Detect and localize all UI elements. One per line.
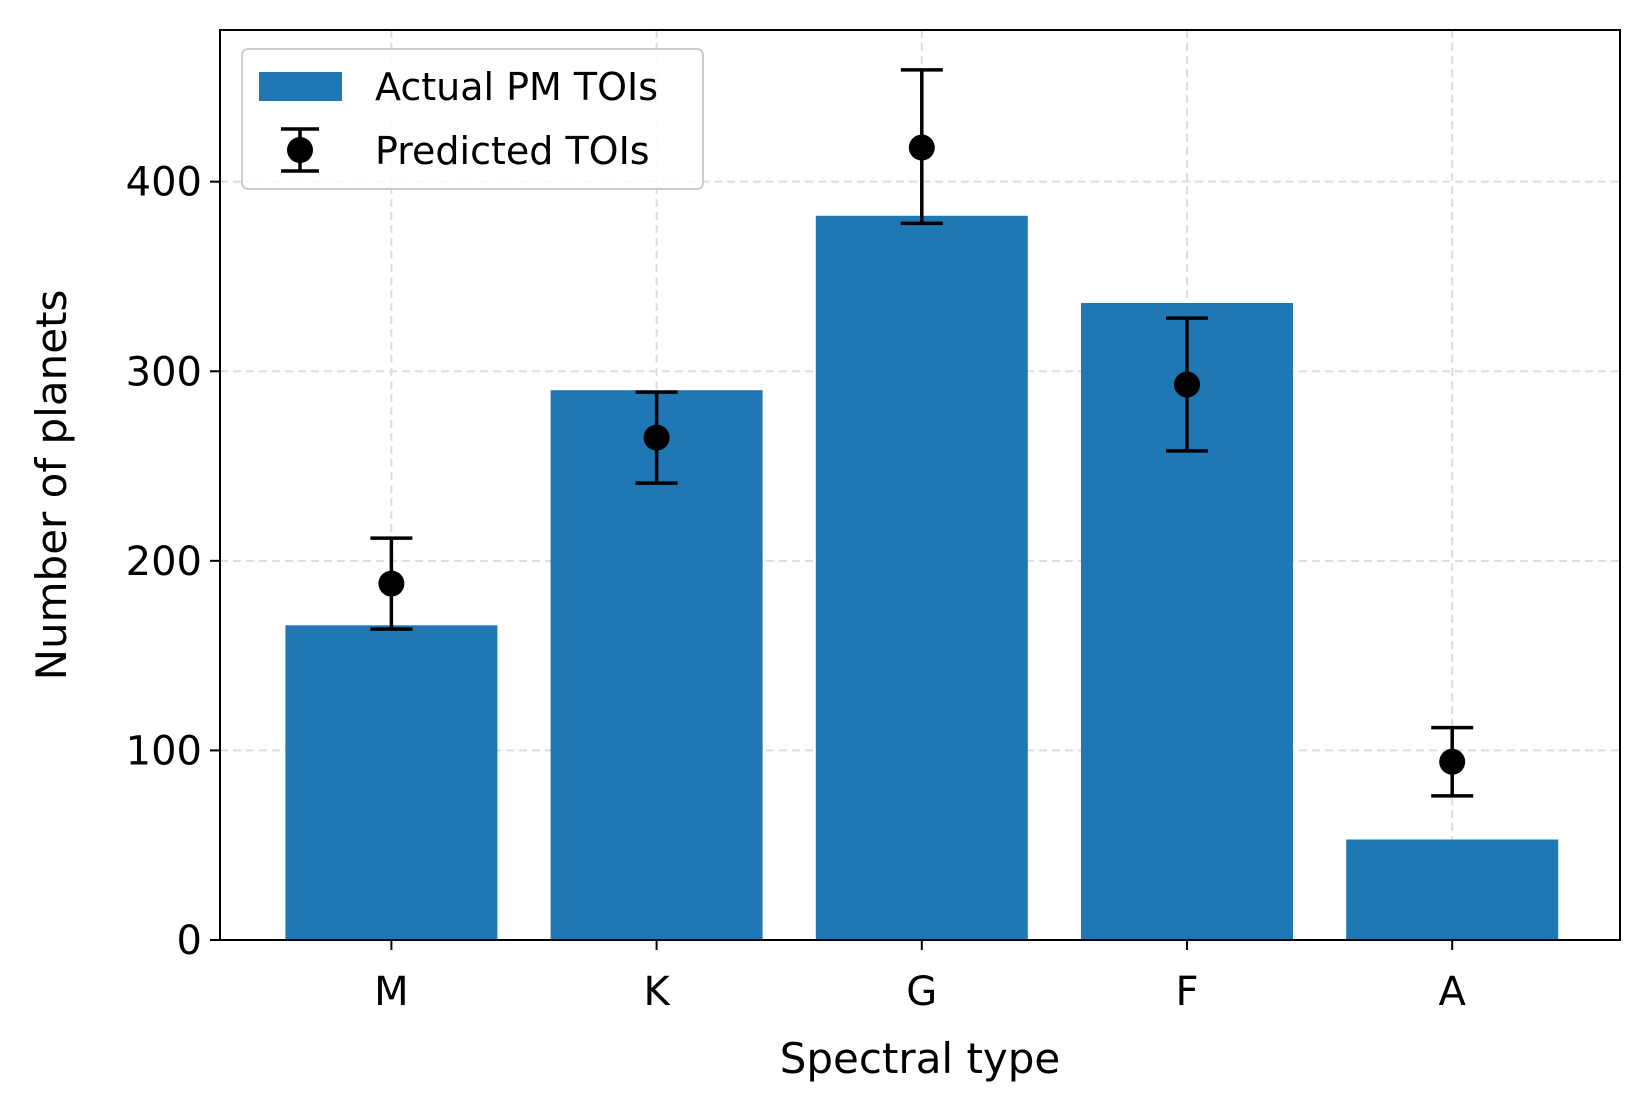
legend-box <box>241 48 704 190</box>
x-tick-label: A <box>1439 969 1467 1015</box>
x-tick-label: F <box>1175 969 1198 1015</box>
bar-G <box>815 215 1028 940</box>
legend-swatch-bar <box>259 72 342 101</box>
errorbar-point-F <box>1174 371 1200 398</box>
y-tick-label: 200 <box>126 539 202 585</box>
x-tick-label: K <box>643 969 671 1015</box>
x-tick-label: M <box>374 969 409 1015</box>
errorbar-point-M <box>378 570 405 597</box>
y-tick-label: 0 <box>177 918 202 964</box>
legend: Actual PM TOIs Predicted TOIs <box>241 48 704 190</box>
axes-frame <box>219 29 1621 941</box>
legend-label-predicted: Predicted TOIs <box>375 129 650 173</box>
bar-A <box>1346 839 1559 940</box>
x-tick-label: G <box>906 969 937 1015</box>
bar-M <box>285 625 498 940</box>
errorbar-point-A <box>1439 748 1466 775</box>
y-tick-label: 400 <box>126 160 202 206</box>
x-axis-label: Spectral type <box>780 1034 1061 1083</box>
y-tick-label: 100 <box>126 728 202 774</box>
errorbar-point-G <box>908 134 935 161</box>
y-axis-label: Number of planets <box>27 290 76 681</box>
legend-label-actual: Actual PM TOIs <box>375 65 658 109</box>
errorbar-series <box>370 68 1474 798</box>
y-tick-label: 300 <box>126 349 202 395</box>
y-ticks: 0 100 200 300 400 <box>126 160 220 964</box>
legend-swatch-point <box>287 137 313 163</box>
errorbar-point-K <box>643 424 670 451</box>
